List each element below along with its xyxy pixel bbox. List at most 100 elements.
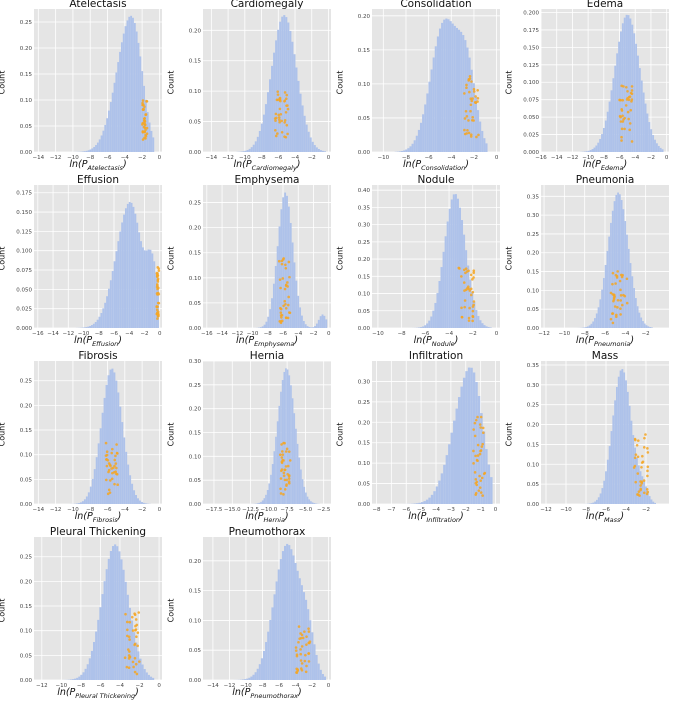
data-point (622, 293, 625, 297)
data-point (307, 660, 311, 663)
y-tick-label: 0.00 (20, 150, 33, 156)
chart-svg: −16 −14 −12 −10 −8 −6 −4 −2 0 0.000 0.025 0.050 0.07… (16, 185, 162, 337)
histogram-bar (279, 21, 282, 153)
data-point (298, 637, 301, 640)
data-point (624, 104, 628, 107)
data-point (612, 294, 616, 297)
x-tick-label: −1 (477, 507, 485, 513)
data-point (615, 313, 618, 317)
histogram-bar (457, 29, 461, 153)
data-point (156, 305, 159, 309)
histogram-bar (453, 25, 456, 152)
histogram-bar (148, 122, 151, 152)
data-point (469, 293, 473, 297)
histogram-bar (93, 469, 96, 504)
histogram-bar (300, 469, 302, 504)
data-point (465, 86, 468, 90)
chart-title: Pneumonia (575, 174, 635, 186)
x-tick-label: −10 (239, 155, 251, 161)
histogram-bar (291, 41, 294, 152)
y-tick-label: 0.05 (20, 653, 33, 659)
data-point (279, 492, 283, 495)
histogram-bar (420, 327, 423, 328)
histogram-bar (307, 131, 310, 152)
histogram-bar (244, 679, 247, 680)
data-point (303, 630, 306, 633)
histogram-bar (417, 129, 420, 152)
y-tick-label: 0.15 (358, 274, 371, 280)
histogram-bar (642, 321, 644, 328)
histogram-bar (645, 486, 647, 504)
histogram-bar (655, 143, 658, 152)
y-tick-label: 0.10 (527, 462, 540, 468)
data-point (637, 490, 641, 493)
y-tick-label: 0.15 (527, 442, 540, 448)
histogram-bar (92, 323, 95, 328)
data-point (157, 269, 161, 272)
histogram-bar (248, 677, 251, 680)
data-point (156, 291, 160, 295)
x-tick-label: −10 (56, 683, 68, 689)
histogram-bar (124, 581, 127, 680)
y-tick-label: 0.15 (189, 59, 202, 65)
histogram-bar (614, 400, 616, 504)
data-point (112, 470, 116, 474)
data-point (464, 109, 468, 113)
histogram-bar (98, 139, 101, 152)
data-point (280, 316, 283, 319)
data-point (307, 630, 311, 633)
y-tick-label: 0.05 (20, 124, 33, 130)
y-tick-label: 0.15 (20, 604, 33, 610)
histogram-bar (588, 325, 591, 328)
histogram-bar (479, 320, 482, 328)
x-tick-label: −8 (77, 683, 86, 689)
histogram-bar (601, 134, 603, 152)
y-axis-label: Count (504, 422, 514, 447)
x-tick-label: −8 (582, 507, 591, 513)
histogram-bar (274, 265, 277, 328)
data-point (113, 482, 116, 486)
histogram-bar (420, 502, 424, 504)
data-point (105, 450, 109, 454)
histogram-bar (115, 380, 118, 504)
chart-svg: −14 −12 −10 −8 −6 −4 −2 0 0.00 0.05 0.10 0.15 0.20 0.… (20, 361, 162, 513)
y-tick-label: 0.025 (16, 307, 32, 313)
histogram-bar (111, 546, 115, 680)
data-point (283, 118, 287, 122)
histogram-bar (444, 236, 447, 328)
histogram-bar (117, 62, 120, 152)
data-point (128, 650, 131, 653)
x-tick-label: −4 (294, 331, 303, 337)
data-point (473, 421, 477, 425)
histogram-bar (272, 283, 275, 328)
histogram-bar (146, 112, 149, 152)
data-point (304, 670, 308, 674)
histogram-bar (99, 607, 102, 680)
data-point (458, 267, 461, 270)
data-point (469, 133, 473, 136)
histogram-bar (594, 318, 596, 328)
data-point (109, 479, 112, 482)
y-tick-label: 0.20 (527, 251, 540, 257)
data-point (130, 615, 134, 619)
histogram-bar (89, 325, 92, 328)
chart-title: Emphysema (234, 174, 300, 186)
data-point (283, 121, 286, 124)
y-tick-label: 0.10 (358, 82, 371, 88)
histogram-bar (102, 308, 105, 328)
data-point (283, 100, 286, 103)
histogram-bar (142, 502, 145, 504)
histogram-bar (82, 151, 85, 152)
data-point (619, 307, 622, 310)
histogram-bar (634, 447, 636, 504)
x-tick-label: −2.5 (317, 507, 331, 513)
data-point (616, 306, 619, 309)
data-point (467, 316, 471, 320)
x-tick-label: −12 (567, 155, 579, 161)
histogram-bar (462, 377, 466, 504)
x-tick-label: 0 (494, 507, 498, 513)
x-tick-label: −2 (642, 331, 650, 337)
histogram-bar (440, 473, 444, 504)
data-point (644, 433, 647, 436)
x-tick-label: −10 (378, 155, 390, 161)
